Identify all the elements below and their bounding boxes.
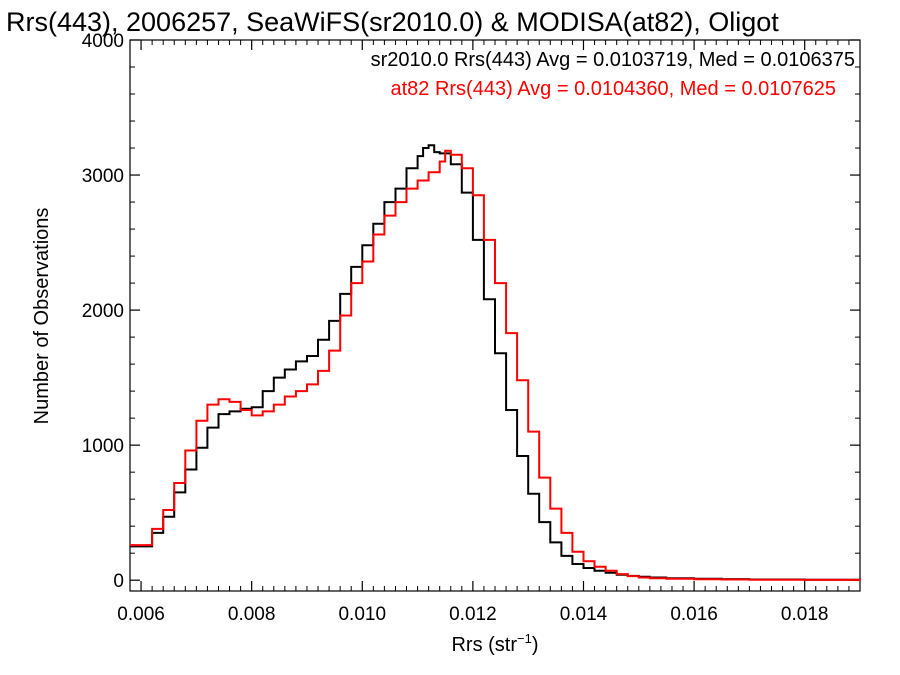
x-tick-label: 0.010 <box>338 604 386 625</box>
y-axis-label: Number of Observations <box>31 208 53 425</box>
x-axis-label-superscript: −1 <box>517 631 532 646</box>
series-line-sr2010 <box>130 144 861 581</box>
plot-area: 0.006 0.008 0.010 0.012 0.014 0.016 0.018 0 100… <box>82 31 861 625</box>
y-tick-label: 2000 <box>82 301 124 322</box>
x-tick-label: 0.014 <box>560 604 608 625</box>
series-layer <box>130 144 861 581</box>
x-tick-label: 0.018 <box>781 604 829 625</box>
y-tick-label: 0 <box>113 571 124 592</box>
legend-entry-sr2010: sr2010.0 Rrs(443) Avg = 0.0103719, Med =… <box>371 49 855 71</box>
y-axis-ticks: 0 1000 2000 3000 4000 <box>82 31 860 592</box>
x-axis-label-main: Rrs (str <box>451 634 517 656</box>
x-tick-label: 0.008 <box>228 604 276 625</box>
x-axis-label: Rrs (str−1) <box>451 631 538 656</box>
x-axis-ticks: 0.006 0.008 0.010 0.012 0.014 0.016 0.018 <box>117 40 861 625</box>
y-tick-label: 1000 <box>82 436 124 457</box>
x-tick-label: 0.012 <box>449 604 497 625</box>
x-tick-label: 0.016 <box>670 604 718 625</box>
legend-entry-at82: at82 Rrs(443) Avg = 0.0104360, Med = 0.0… <box>390 78 836 100</box>
y-tick-label: 4000 <box>82 31 124 52</box>
x-tick-label: 0.006 <box>117 604 165 625</box>
series-line-at82 <box>130 149 861 581</box>
x-axis-label-close: ) <box>532 634 539 656</box>
chart-title: Rrs(443), 2006257, SeaWiFS(sr2010.0) & M… <box>6 7 779 37</box>
y-tick-label: 3000 <box>82 166 124 187</box>
